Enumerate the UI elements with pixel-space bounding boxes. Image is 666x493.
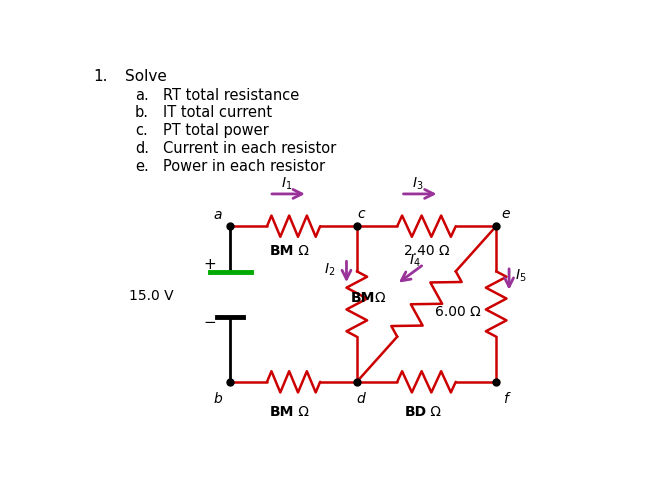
Text: Ω: Ω — [294, 405, 309, 419]
Text: Ω: Ω — [294, 244, 309, 258]
Text: BD: BD — [404, 405, 426, 419]
Text: d: d — [356, 392, 366, 406]
Text: BM: BM — [350, 291, 375, 305]
Text: BM: BM — [270, 405, 294, 419]
Text: $I_4$: $I_4$ — [410, 253, 421, 269]
Text: −: − — [203, 316, 216, 330]
Text: Solve: Solve — [125, 69, 166, 84]
Text: a.: a. — [135, 88, 149, 103]
Text: BM: BM — [270, 244, 294, 258]
Text: $I_2$: $I_2$ — [324, 262, 336, 278]
Text: $I_3$: $I_3$ — [412, 176, 424, 192]
Text: Ω: Ω — [426, 405, 442, 419]
Text: Ω: Ω — [375, 291, 386, 305]
Text: c.: c. — [135, 123, 148, 139]
Text: Power in each resistor: Power in each resistor — [163, 159, 326, 174]
Text: e.: e. — [135, 159, 149, 174]
Text: f: f — [503, 392, 508, 406]
Text: RT total resistance: RT total resistance — [163, 88, 300, 103]
Text: a: a — [213, 208, 222, 222]
Text: e: e — [501, 207, 509, 221]
Text: Current in each resistor: Current in each resistor — [163, 141, 336, 156]
Text: b: b — [213, 392, 222, 406]
Text: +: + — [203, 257, 216, 272]
Text: 6.00 Ω: 6.00 Ω — [435, 305, 480, 318]
Text: 2.40 Ω: 2.40 Ω — [404, 244, 450, 258]
Text: b.: b. — [135, 106, 149, 120]
Text: PT total power: PT total power — [163, 123, 269, 139]
Text: 15.0 V: 15.0 V — [129, 289, 174, 303]
Text: 1.: 1. — [93, 69, 108, 84]
Text: c: c — [357, 207, 365, 221]
Text: $I_5$: $I_5$ — [515, 268, 527, 284]
Text: d.: d. — [135, 141, 149, 156]
Text: $I_1$: $I_1$ — [282, 176, 293, 192]
Text: IT total current: IT total current — [163, 106, 272, 120]
